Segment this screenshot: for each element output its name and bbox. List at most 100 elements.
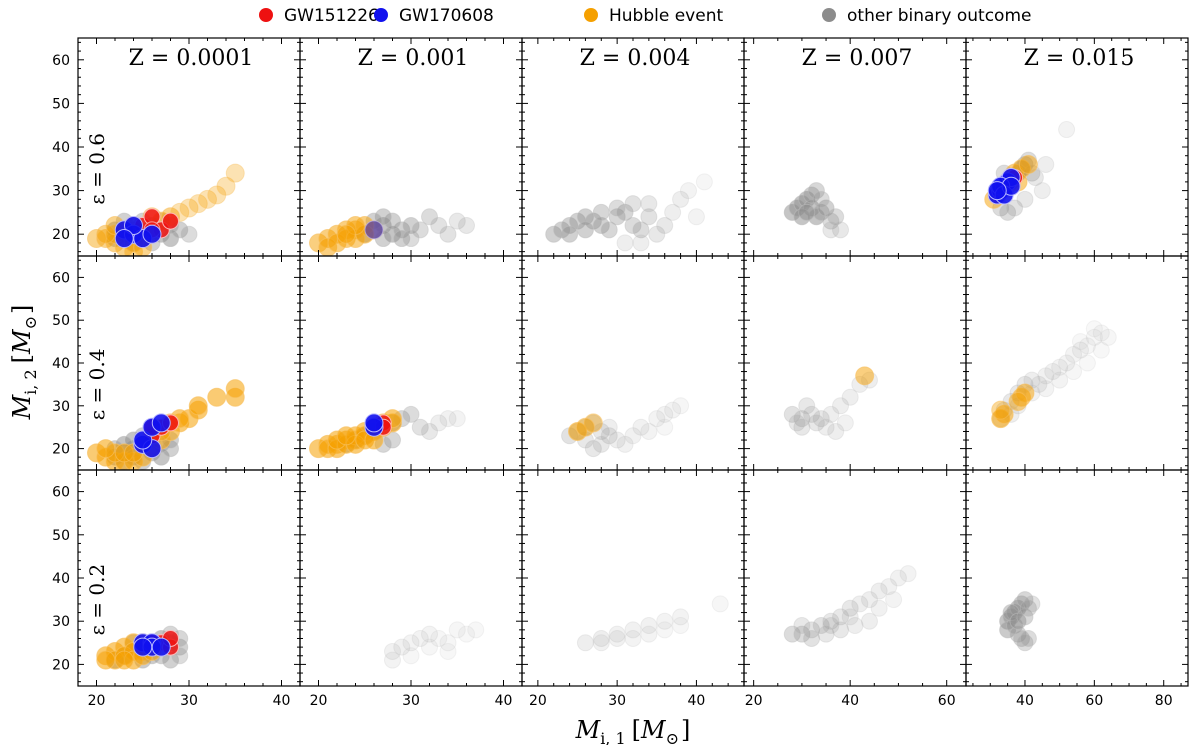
panel-points: [87, 163, 245, 256]
other-point: [584, 440, 602, 458]
other-point: [783, 405, 801, 423]
legend-label: other binary outcome: [847, 6, 1031, 26]
panel-frame: [965, 255, 1189, 471]
other-point: [448, 212, 466, 230]
x-tick-label: 40: [688, 693, 706, 709]
y-axis-title: Mi, 2[M⊙]: [8, 305, 40, 421]
other-point: [870, 582, 888, 600]
hubble-point: [96, 650, 116, 670]
metallicity-label: Z = 0.004: [580, 46, 691, 71]
other-point: [1085, 328, 1103, 346]
other-point: [592, 435, 610, 453]
other-point: [608, 431, 626, 449]
axis-title-unit-subscript: ⊙: [666, 729, 679, 745]
other-point: [822, 212, 840, 230]
y-tick-label: 40: [52, 140, 70, 156]
other-point: [807, 414, 825, 432]
other-point: [608, 199, 626, 217]
panel-frame: [77, 255, 301, 471]
gw151226-point: [162, 212, 179, 230]
axis-title-bracket: [: [8, 354, 36, 363]
other-point: [1009, 612, 1027, 630]
other-point: [384, 225, 401, 243]
other-point: [640, 195, 658, 213]
other-point: [832, 621, 850, 639]
y-tick-label: 50: [52, 528, 70, 544]
other-point: [798, 203, 816, 221]
axis-title-bracket: [: [632, 716, 641, 744]
panel-points: [783, 366, 878, 440]
panel-points: [384, 621, 485, 669]
other-point: [664, 203, 682, 221]
other-point: [1037, 367, 1055, 385]
other-point: [793, 410, 811, 428]
other-point: [608, 208, 626, 226]
other-point: [803, 621, 821, 639]
other-point: [624, 621, 642, 639]
other-point: [1037, 380, 1055, 398]
other-point: [832, 397, 850, 415]
other-point: [402, 634, 420, 652]
other-point: [576, 208, 594, 226]
metallicity-label: Z = 0.0001: [129, 46, 254, 71]
other-point: [1019, 599, 1037, 617]
axis-title-bracket: ]: [8, 305, 36, 314]
panel-points: [984, 121, 1076, 221]
other-point: [1085, 320, 1103, 338]
other-point: [846, 617, 864, 635]
panel-frame: [965, 469, 1189, 687]
other-point: [592, 629, 610, 647]
other-point: [1033, 182, 1051, 200]
other-point: [672, 190, 690, 208]
x-tick-label: 30: [608, 693, 626, 709]
other-point: [402, 216, 420, 234]
panel-frame: [521, 469, 745, 687]
epsilon-label: ε = 0.2: [85, 564, 109, 636]
panel-eps0.2-z0.015: 40 60 80: [965, 469, 1189, 709]
other-point: [411, 418, 429, 436]
other-point: [430, 216, 448, 234]
legend-label: GW151226: [284, 6, 379, 26]
other-point: [860, 591, 878, 609]
panel-points: [991, 320, 1117, 429]
hubble-point: [188, 396, 208, 416]
panel-points: [999, 591, 1041, 652]
other-point: [374, 208, 392, 226]
other-point: [870, 599, 888, 617]
panel-eps0.4-z0.004: [521, 255, 745, 471]
other-point: [624, 629, 642, 647]
other-point: [592, 216, 610, 234]
other-point: [695, 173, 713, 191]
other-point: [885, 591, 903, 609]
other-point: [439, 642, 457, 660]
y-axis-title-text: Mi, 2[M⊙]: [8, 305, 40, 421]
gw170608-point: [133, 430, 153, 450]
other-point: [656, 418, 674, 436]
other-point: [640, 617, 658, 635]
hubble-point: [1018, 154, 1038, 174]
x-tick-label: 40: [495, 693, 513, 709]
panel-eps0.4-z0.007: [743, 255, 967, 471]
epsilon-label: ε = 0.4: [85, 349, 109, 421]
other-point: [648, 410, 666, 428]
other-point: [411, 629, 429, 647]
panel-points: [309, 405, 466, 459]
other-point: [421, 208, 438, 226]
other-point: [1016, 190, 1034, 208]
other-point: [841, 608, 859, 626]
other-point: [807, 182, 825, 200]
legend-marker: [584, 8, 598, 22]
other-point: [836, 414, 854, 432]
other-point: [656, 621, 674, 639]
hubble-point: [198, 189, 217, 209]
other-point: [448, 410, 466, 428]
metallicity-label: Z = 0.015: [1024, 46, 1135, 71]
legend-marker: [822, 8, 836, 22]
panel-eps0.6-z0.0001: 20 30 40 50 60 ε = 0.6 Z = 0.0001: [52, 37, 301, 257]
other-point: [1071, 333, 1089, 351]
other-point: [393, 230, 411, 248]
panel-points: [783, 182, 850, 239]
other-point: [608, 625, 626, 643]
other-point: [1058, 354, 1076, 372]
